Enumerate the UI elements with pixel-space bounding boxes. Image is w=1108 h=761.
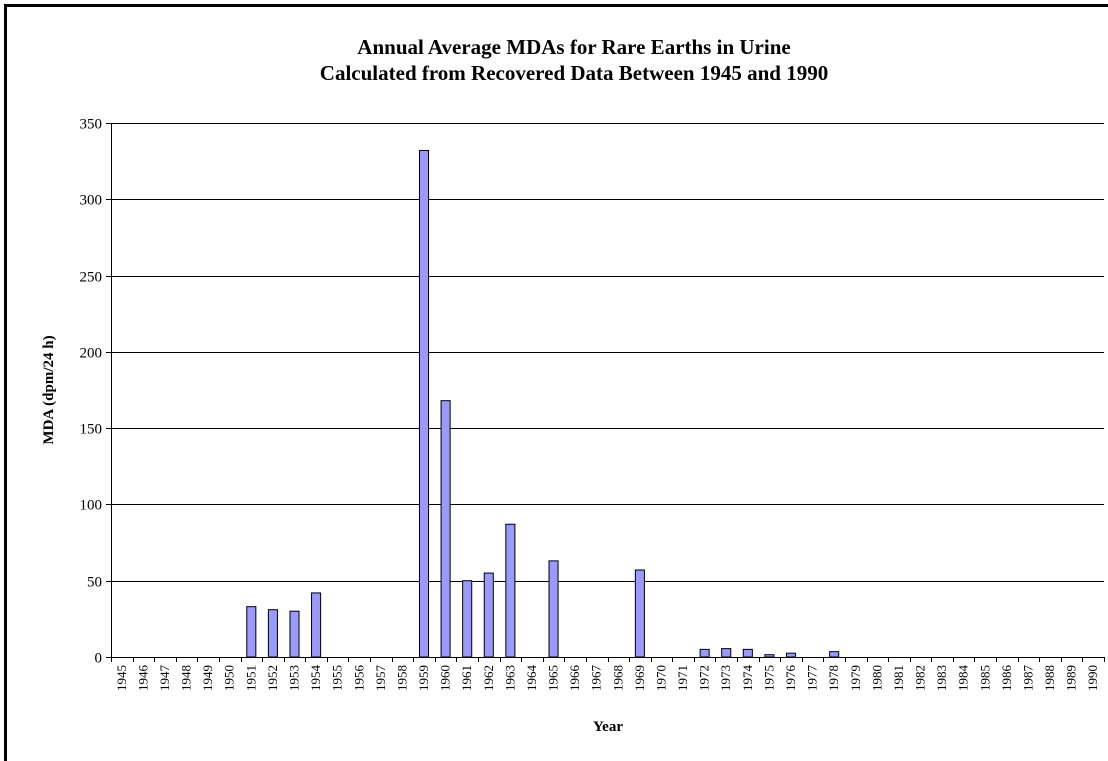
- bar-1963: [505, 523, 516, 658]
- x-tick-label: 1957: [373, 665, 388, 692]
- x-tick-label: 1981: [891, 665, 906, 691]
- x-tick-label: 1979: [848, 665, 863, 691]
- x-tick-label: 1966: [567, 665, 582, 692]
- y-tick-label: 250: [80, 270, 103, 286]
- x-tick-label: 1971: [675, 665, 690, 691]
- bar-1961: [462, 580, 473, 658]
- x-tick-label: 1973: [718, 665, 733, 691]
- y-tick-label: 200: [80, 346, 103, 362]
- x-tick-label: 1955: [330, 665, 345, 691]
- x-tick-label: 1963: [502, 665, 517, 691]
- x-tick-label: 1948: [179, 665, 194, 691]
- y-tick-label: 300: [80, 193, 103, 209]
- x-axis-title: Year: [593, 719, 623, 735]
- x-tick-label: 1983: [934, 665, 949, 691]
- x-tick-label: 1987: [1020, 665, 1035, 692]
- bar-1975: [764, 654, 775, 658]
- x-tick-label: 1980: [869, 665, 884, 691]
- x-tick-label: 1967: [589, 665, 604, 692]
- bar-1978: [829, 651, 840, 658]
- bar-1960: [440, 400, 451, 658]
- bar-1974: [742, 648, 753, 658]
- x-tick-label: 1962: [481, 665, 496, 691]
- x-tick-label: 1975: [761, 665, 776, 691]
- y-tick-label: 350: [80, 117, 103, 133]
- y-tick-label: 0: [95, 651, 103, 667]
- bar-1952: [267, 609, 278, 658]
- chart-frame: [4, 4, 1108, 761]
- x-tick-label: 1976: [783, 665, 798, 692]
- x-tick-label: 1951: [243, 665, 258, 691]
- x-tick-label: 1988: [1042, 665, 1057, 691]
- x-tick-label: 1954: [308, 665, 323, 692]
- x-tick-label: 1985: [977, 665, 992, 691]
- bar-1962: [483, 572, 494, 658]
- bar-1953: [289, 610, 300, 658]
- x-tick-label: 1964: [524, 665, 539, 692]
- x-tick-label: 1982: [913, 665, 928, 691]
- bar-1969: [634, 569, 645, 658]
- y-tick-label: 50: [87, 575, 102, 591]
- chart-subtitle: Calculated from Recovered Data Between 1…: [320, 61, 828, 85]
- x-tick-label: 1946: [135, 665, 150, 692]
- x-tick-label: 1952: [265, 665, 280, 691]
- x-tick-label: 1977: [805, 665, 820, 692]
- x-tick-label: 1972: [697, 665, 712, 691]
- bar-1972: [699, 648, 710, 658]
- x-tick-label: 1984: [956, 665, 971, 692]
- bar-1973: [721, 648, 732, 658]
- chart-title: Annual Average MDAs for Rare Earths in U…: [357, 35, 790, 59]
- bar-1965: [548, 560, 559, 658]
- x-tick-label: 1978: [826, 665, 841, 691]
- x-tick-label: 1949: [200, 665, 215, 691]
- x-tick-label: 1958: [394, 665, 409, 691]
- x-tick-label: 1953: [286, 665, 301, 691]
- y-tick-labels: 0 50 100 150 200 250 300 350: [80, 117, 103, 667]
- x-tick-label: 1986: [999, 665, 1014, 692]
- bar-1959: [418, 149, 430, 658]
- x-tick-label: 1965: [546, 665, 561, 691]
- axes: [106, 123, 1105, 662]
- x-tick-label: 1969: [632, 665, 647, 691]
- y-tick-label: 100: [80, 498, 103, 514]
- x-tick-labels: 1945 1946 1947 1948 1949 1950 1951 1952 1953 1954…: [114, 665, 1100, 692]
- y-tick-label: 150: [80, 422, 103, 438]
- bar-1951: [246, 606, 257, 658]
- x-tick-label: 1960: [438, 665, 453, 691]
- x-tick-label: 1990: [1085, 665, 1100, 691]
- x-tick-label: 1950: [222, 665, 237, 691]
- x-tick-label: 1968: [610, 665, 625, 691]
- y-axis-title: MDA (dpm/24 h): [41, 335, 57, 444]
- x-tick-label: 1956: [351, 665, 366, 692]
- gridlines: [111, 123, 1104, 582]
- bar-1976: [785, 652, 797, 658]
- x-tick-label: 1947: [157, 665, 172, 692]
- x-tick-label: 1959: [416, 665, 431, 691]
- x-tick-label: 1989: [1064, 665, 1079, 691]
- x-tick-label: 1970: [653, 665, 668, 691]
- x-tick-label: 1974: [740, 665, 755, 692]
- x-tick-label: 1945: [114, 665, 129, 691]
- x-tick-label: 1961: [459, 665, 474, 691]
- bar-1954: [311, 592, 322, 658]
